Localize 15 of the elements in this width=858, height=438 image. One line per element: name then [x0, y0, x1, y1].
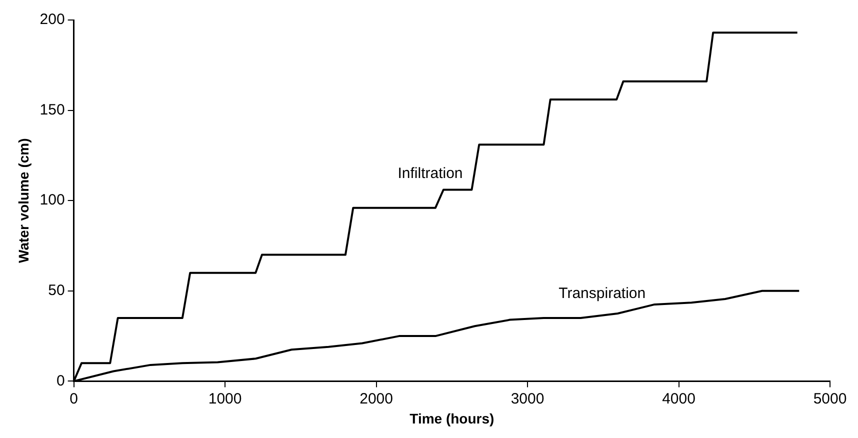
y-tick-label: 150 — [40, 101, 65, 118]
x-tick-label: 0 — [70, 390, 78, 408]
x-tick-label: 4000 — [662, 390, 696, 408]
x-tick-label: 5000 — [813, 390, 847, 408]
y-tick-label: 50 — [48, 282, 65, 300]
x-tick-label: 2000 — [360, 390, 393, 408]
x-tick-label: 1000 — [208, 390, 242, 408]
y-tick-label: 100 — [40, 192, 65, 209]
x-tick-label: 3000 — [510, 390, 544, 408]
y-tick-label: 0 — [56, 372, 65, 390]
series-label: Infiltration — [398, 164, 463, 182]
series-label: Transpiration — [558, 285, 646, 302]
y-tick-label: 200 — [40, 11, 65, 28]
y-axis-title: Water volume (cm) — [15, 138, 32, 263]
x-axis-title: Time (hours) — [410, 410, 494, 426]
